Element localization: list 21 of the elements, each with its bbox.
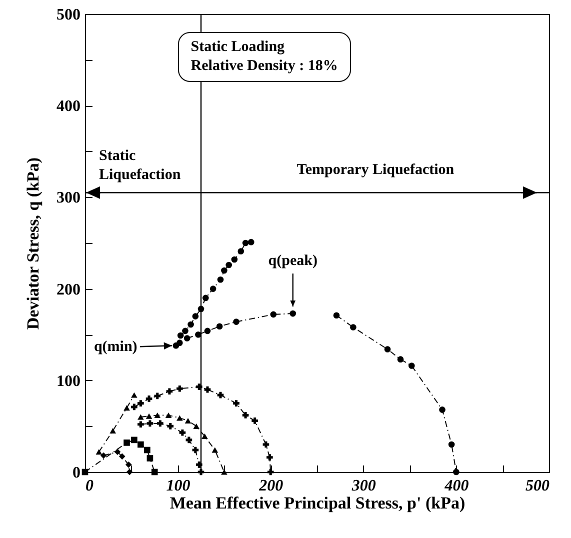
x-tick-label: 500	[526, 478, 550, 494]
annotation: Relative Density : 18%	[190, 57, 338, 76]
rounded-box: Static Loading Relative Density : 18%	[178, 32, 351, 82]
y-tick-label: 100	[56, 372, 80, 390]
annotation: q(peak)	[268, 252, 318, 271]
x-tick-label: 100	[166, 478, 190, 494]
y-tick-label: 500	[56, 6, 80, 24]
x-axis-title: Mean Effective Principal Stress, p' (kPa)	[170, 494, 466, 512]
y-axis-title: Deviator Stress, q (kPa)	[24, 157, 42, 330]
annotation: Static Liquefaction	[99, 146, 181, 185]
y-tick-label: 400	[56, 98, 80, 116]
x-tick-label: 300	[350, 478, 376, 494]
x-tick-label: 200	[258, 478, 284, 494]
x-tick-label: 0	[86, 478, 94, 494]
annotation: Temporary Liquefaction	[296, 160, 454, 180]
annotation: Static Loading	[190, 38, 286, 58]
y-tick-label: 0	[72, 464, 80, 482]
annotation: q(min)	[94, 338, 138, 357]
y-tick-label: 300	[56, 190, 80, 207]
x-tick-label: 400	[444, 478, 469, 494]
y-tick-label: 200	[56, 281, 80, 298]
